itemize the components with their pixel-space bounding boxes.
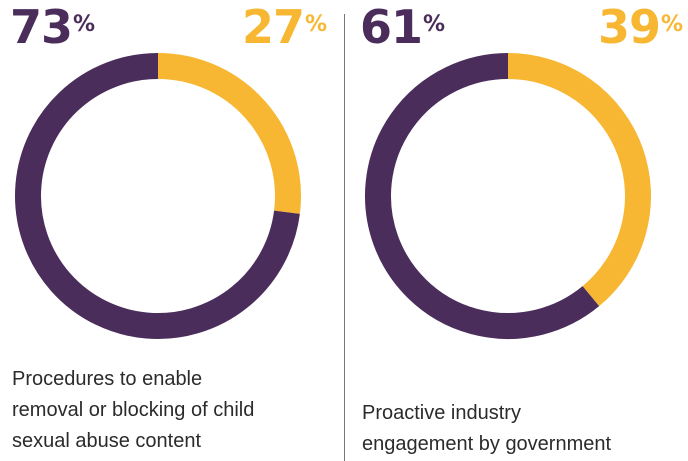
minority-percentage: 39% <box>597 0 683 54</box>
chart-panel-left: 73% 27% Procedures to enable removal or … <box>0 0 340 461</box>
caption-line: sexual abuse content <box>12 430 202 452</box>
donut-slice-majority <box>365 53 600 339</box>
donut-slice-majority <box>15 53 300 339</box>
chart-caption: Proactive industry engagement by governm… <box>362 398 611 460</box>
caption-line: removal or blocking of child <box>12 399 255 421</box>
donut-chart <box>15 53 301 339</box>
donut-chart <box>365 53 651 339</box>
panel-divider <box>344 14 345 461</box>
caption-line: Procedures to enable <box>12 368 203 390</box>
chart-caption: Procedures to enable removal or blocking… <box>12 364 254 457</box>
donut-slice-minority <box>157 53 301 214</box>
chart-panel-right: 61% 39% Proactive industry engagement by… <box>350 0 688 461</box>
majority-percentage: 73% <box>10 0 95 54</box>
caption-line: engagement by government <box>362 433 612 455</box>
minority-percentage: 27% <box>241 0 327 54</box>
caption-line: Proactive industry <box>362 402 521 424</box>
majority-percentage: 61% <box>360 0 445 54</box>
donut-slice-minority <box>507 53 651 307</box>
